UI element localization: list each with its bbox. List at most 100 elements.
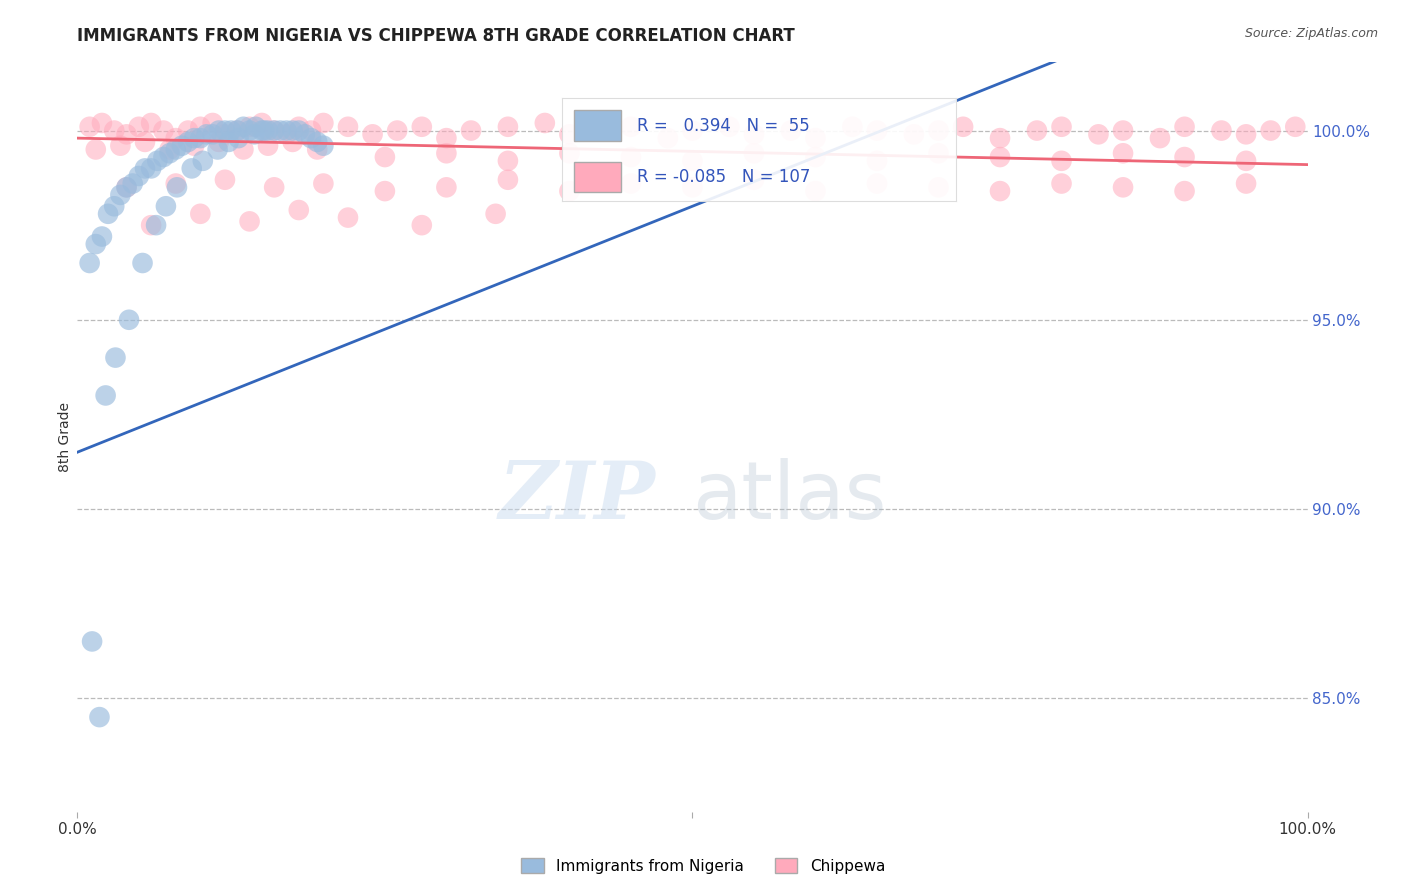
Point (152, 150, 174, 164)
Point (177, 123, 200, 137)
Point (110, 138, 132, 153)
Point (1260, 123, 1282, 137)
Point (84, 237, 107, 252)
Point (436, 131, 458, 145)
Point (214, 123, 236, 137)
Point (245, 120, 267, 134)
Point (226, 123, 249, 137)
Point (299, 123, 322, 137)
Point (988, 150, 1011, 164)
Point (207, 143, 229, 157)
Point (1087, 128, 1109, 142)
Point (1112, 180, 1135, 194)
Point (307, 143, 329, 157)
Point (620, 150, 643, 164)
Point (988, 184, 1011, 198)
Point (558, 184, 581, 198)
Point (281, 135, 304, 149)
Point (90, 116, 114, 130)
Point (496, 120, 519, 134)
Point (411, 218, 433, 232)
Point (988, 131, 1011, 145)
Point (288, 123, 311, 137)
Point (115, 180, 138, 194)
Point (110, 187, 132, 202)
Point (165, 143, 187, 157)
Point (1234, 153, 1257, 168)
Point (804, 131, 827, 145)
Point (134, 161, 156, 176)
Point (232, 143, 254, 157)
Point (263, 123, 285, 137)
Point (952, 120, 974, 134)
Legend: Immigrants from Nigeria, Chippewa: Immigrants from Nigeria, Chippewa (515, 852, 891, 880)
Point (312, 138, 335, 153)
Point (239, 214, 262, 228)
Point (141, 218, 163, 232)
Point (128, 169, 150, 183)
Point (269, 123, 291, 137)
Point (742, 128, 765, 142)
Point (250, 116, 273, 130)
Point (177, 135, 200, 149)
FancyBboxPatch shape (574, 161, 621, 193)
Point (1112, 146, 1135, 161)
Point (718, 120, 741, 134)
Point (1112, 123, 1135, 137)
Point (387, 123, 409, 137)
Point (228, 131, 250, 145)
Text: atlas: atlas (693, 458, 887, 536)
Point (337, 120, 360, 134)
Point (239, 120, 262, 134)
Point (436, 180, 458, 194)
Point (682, 180, 704, 194)
Point (780, 123, 803, 137)
Point (118, 312, 141, 326)
Point (239, 123, 262, 137)
Point (131, 256, 153, 270)
Point (620, 120, 643, 134)
Point (866, 177, 889, 191)
Point (218, 135, 240, 149)
Point (496, 173, 519, 187)
Point (1050, 120, 1073, 134)
Point (257, 138, 280, 153)
Point (288, 120, 311, 134)
Point (232, 120, 254, 134)
Point (121, 177, 143, 191)
FancyBboxPatch shape (574, 111, 621, 141)
Point (299, 131, 322, 145)
Point (115, 180, 138, 194)
Point (97, 207, 120, 221)
Point (866, 123, 889, 137)
Point (219, 123, 242, 137)
Point (165, 177, 187, 191)
Point (682, 153, 704, 168)
Text: ZIP: ZIP (499, 458, 655, 536)
Point (1149, 131, 1171, 145)
Point (141, 116, 163, 130)
Point (201, 128, 224, 142)
Point (243, 128, 266, 142)
Point (928, 146, 950, 161)
Point (1174, 184, 1197, 198)
Point (1026, 123, 1049, 137)
Point (374, 184, 396, 198)
Point (79, 120, 101, 134)
Point (84, 143, 107, 157)
Point (165, 131, 187, 145)
Point (191, 153, 214, 168)
Point (141, 161, 163, 176)
Point (214, 173, 236, 187)
Point (208, 135, 231, 149)
Point (485, 207, 508, 221)
Point (1050, 177, 1073, 191)
Point (288, 202, 311, 217)
Point (337, 211, 360, 225)
Point (90, 229, 114, 244)
Point (82, 634, 104, 648)
Point (128, 120, 150, 134)
Point (250, 123, 273, 137)
Point (145, 218, 167, 232)
Point (190, 131, 212, 145)
